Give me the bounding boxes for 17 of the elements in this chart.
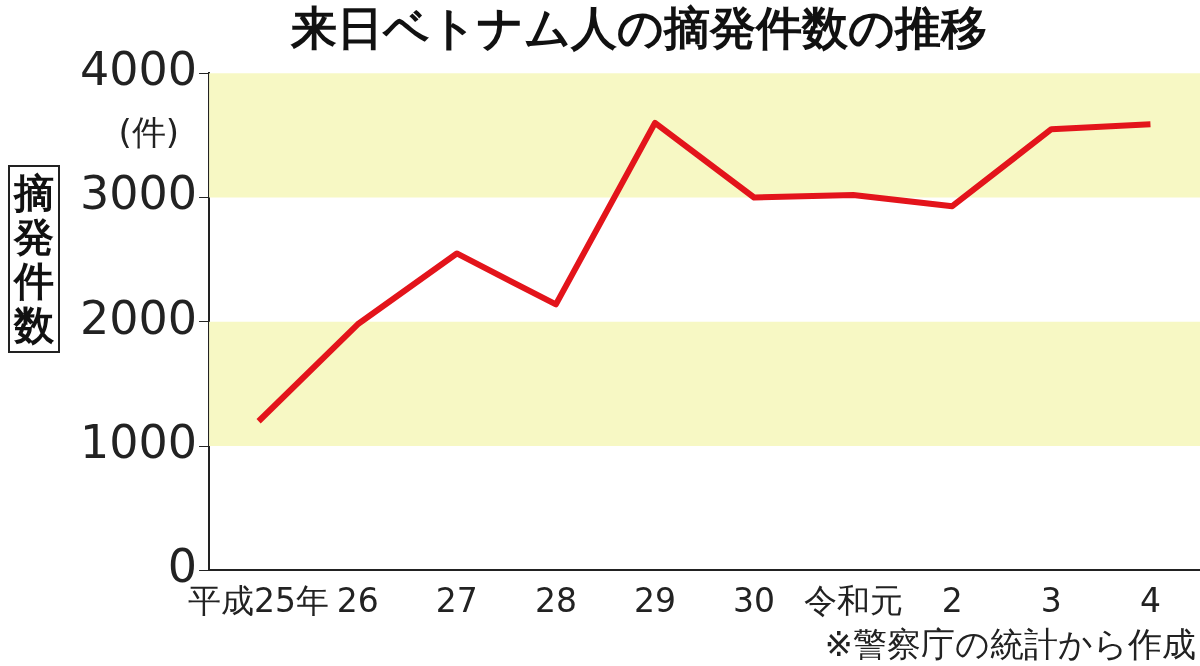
text: (件) (118, 112, 180, 153)
y-tick-label: 4000 (79, 42, 198, 97)
y-tick-label: 1000 (79, 415, 198, 470)
x-tick-label: 4 (1139, 580, 1161, 620)
y-axis-title: 摘発件数 (14, 170, 54, 348)
x-tick-label: 26 (336, 580, 379, 620)
x-tick-label: 27 (435, 580, 478, 620)
y-tick-label: 3000 (79, 166, 198, 221)
x-tick-label: 2 (941, 580, 963, 620)
chart-title: 来日ベトナム人の摘発件数の推移 (290, 0, 987, 55)
x-tick-label: 28 (534, 580, 577, 620)
x-tick-label: 30 (733, 580, 776, 620)
x-tick-label: 29 (633, 580, 676, 620)
text: ※警察庁の統計から作成 (824, 623, 1196, 664)
x-tick-label: 3 (1040, 580, 1062, 620)
x-tick-label: 令和元 (803, 580, 903, 620)
y-tick-label: 2000 (79, 290, 198, 345)
